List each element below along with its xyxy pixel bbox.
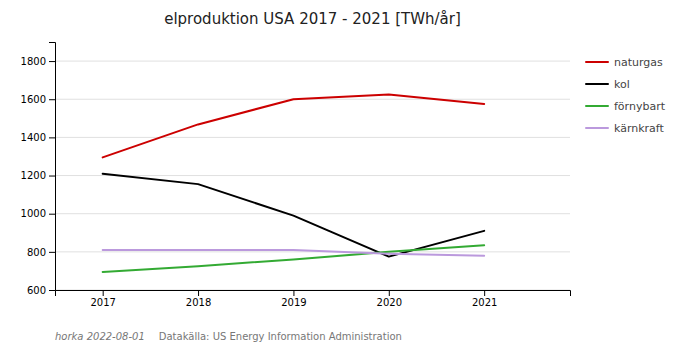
series-line	[103, 250, 484, 256]
grid-line	[55, 61, 570, 62]
legend-item: förnybart	[586, 100, 666, 113]
tick: 600	[27, 285, 55, 296]
legend-label: kärnkraft	[614, 122, 665, 135]
legend-item: naturgas	[586, 56, 663, 69]
title: elproduktion USA 2017 - 2021 [TWh/år]	[164, 10, 461, 28]
tick-label: 600	[27, 285, 46, 296]
footer-note: Datakälla: US Energy Information Adminis…	[159, 331, 402, 342]
tick-label: 2021	[472, 297, 497, 308]
chart: 2017 2018 2019 2020 2021 600 800 1000 1200 1400 16…	[0, 0, 700, 350]
axis-line	[56, 291, 571, 297]
tick-mark	[484, 290, 485, 296]
tick: 1600	[21, 94, 55, 105]
y-axis: 600 800 1000 1200 1400 1600 1800	[21, 43, 56, 296]
tick-label: 2019	[281, 297, 306, 308]
tick: 1800	[21, 56, 55, 67]
tick: 1200	[21, 170, 55, 181]
tick-mark	[49, 214, 55, 215]
tick: 1400	[21, 132, 55, 143]
tick-mark	[49, 137, 55, 138]
tick-label: 800	[27, 247, 46, 258]
tick-label: 1800	[21, 56, 46, 67]
tick: 2021	[472, 290, 497, 308]
tick-label: 2018	[186, 297, 211, 308]
tick-mark	[198, 290, 199, 296]
tick: 2020	[377, 290, 402, 308]
series-line	[103, 174, 484, 257]
tick-mark	[293, 290, 294, 296]
tick-mark	[49, 99, 55, 100]
tick-label: 1400	[21, 132, 46, 143]
x-axis: 2017 2018 2019 2020 2021	[56, 290, 571, 308]
legend-label: naturgas	[614, 56, 663, 69]
tick: 1000	[21, 208, 55, 219]
footer-note: horka 2022-08-01	[55, 331, 145, 342]
legend: naturgas kol förnybart kärnkraft	[586, 56, 666, 135]
plot-area: 2017 2018 2019 2020 2021 600 800 1000 1200 1400 16…	[21, 43, 571, 309]
grid	[55, 61, 570, 290]
tick: 2018	[186, 290, 211, 308]
series-line	[103, 245, 484, 272]
legend-swatch	[586, 83, 608, 85]
tick-mark	[49, 176, 55, 177]
tick-mark	[389, 290, 390, 296]
tick-label: 1600	[21, 94, 46, 105]
legend-swatch	[586, 105, 608, 107]
tick-mark	[49, 252, 55, 253]
tick-label: 2020	[377, 297, 402, 308]
tick: 2019	[281, 290, 306, 308]
tick: 800	[27, 247, 55, 258]
tick-mark	[49, 61, 55, 62]
legend-item: kärnkraft	[586, 122, 665, 135]
tick-label: 1200	[21, 170, 46, 181]
legend-swatch	[586, 61, 608, 63]
series-group	[103, 94, 484, 271]
tick: 2017	[90, 290, 115, 308]
legend-item: kol	[586, 78, 630, 91]
tick-mark	[103, 290, 104, 296]
legend-swatch	[586, 127, 608, 129]
grid-line	[55, 213, 570, 214]
legend-label: förnybart	[614, 100, 666, 113]
tick-label: 1000	[21, 208, 46, 219]
tick-mark	[49, 290, 55, 291]
tick-label: 2017	[90, 297, 115, 308]
series-line	[103, 94, 484, 157]
legend-label: kol	[614, 78, 630, 91]
grid-line	[55, 137, 570, 138]
axis-line	[49, 43, 56, 291]
